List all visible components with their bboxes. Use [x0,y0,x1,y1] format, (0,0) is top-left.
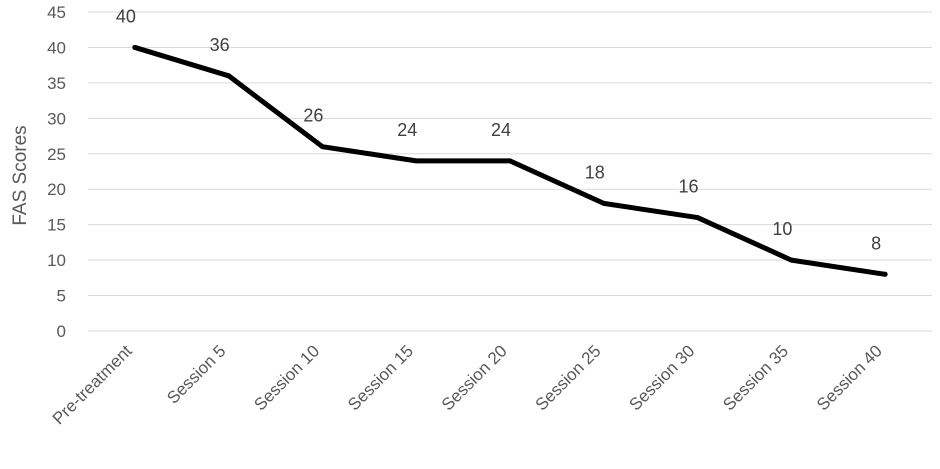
y-tick-label: 15 [47,216,66,235]
y-tick-label: 0 [57,322,66,341]
data-label: 36 [210,35,230,55]
data-point [319,144,325,150]
x-tick-label: Session 25 [532,341,605,414]
x-tick-label: Session 35 [719,341,792,414]
data-label: 10 [772,219,792,239]
x-axis-tick-labels: Pre-treatment Session 5 Session 10 Session … [49,341,886,428]
data-label: 16 [679,177,699,197]
data-label: 26 [303,106,323,126]
data-point [507,158,513,164]
data-label: 18 [585,162,605,182]
y-tick-label: 45 [47,3,66,22]
gridlines [88,11,932,332]
data-point [132,44,138,50]
data-point [413,158,419,164]
data-label: 24 [397,120,417,140]
data-point [601,200,607,206]
data-point [882,271,888,277]
data-label: 40 [116,6,136,26]
x-tick-label: Session 40 [813,341,886,414]
x-tick-label: Session 30 [625,341,698,414]
x-tick-label: Session 10 [250,341,323,414]
data-label: 24 [491,120,511,140]
x-tick-label: Session 20 [438,341,511,414]
y-axis-title: FAS Scores [10,125,31,225]
data-point [226,73,232,79]
x-tick-label: Session 5 [163,341,229,407]
y-tick-label: 40 [47,38,66,57]
y-tick-label: 25 [47,145,66,164]
y-tick-label: 20 [47,180,66,199]
y-tick-label: 5 [57,287,66,306]
series-layer [132,44,888,277]
data-labels: 40 36 26 24 24 18 16 10 8 [116,6,881,253]
y-axis-tick-labels: 0 5 10 15 20 25 30 35 40 45 [47,3,66,341]
y-tick-label: 35 [47,74,66,93]
y-tick-label: 10 [47,251,66,270]
data-label: 8 [871,233,881,253]
x-tick-label: Session 15 [344,341,417,414]
data-point [788,257,794,263]
x-tick-label: Pre-treatment [49,341,136,428]
y-tick-label: 30 [47,109,66,128]
data-point [695,215,701,221]
